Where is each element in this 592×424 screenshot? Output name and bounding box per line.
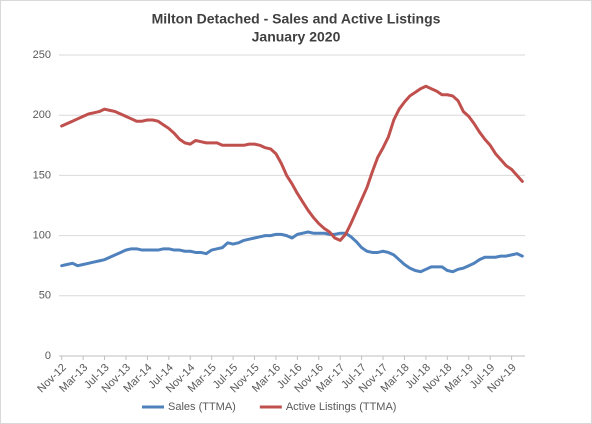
chart-title: Milton Detached - Sales and Active Listi…: [152, 11, 441, 27]
y-tick-label: 0: [45, 350, 51, 362]
series-line: [60, 230, 524, 274]
legend-label: Sales (TTMA): [168, 401, 236, 413]
series-line: [60, 84, 524, 242]
legend-label: Active Listings (TTMA): [286, 401, 397, 413]
y-tick-label: 100: [33, 230, 51, 242]
y-tick-label: 50: [39, 290, 51, 302]
y-tick-label: 250: [33, 49, 51, 61]
chart-subtitle: January 2020: [252, 29, 341, 45]
y-tick-label: 200: [33, 109, 51, 121]
y-tick-label: 150: [33, 169, 51, 181]
